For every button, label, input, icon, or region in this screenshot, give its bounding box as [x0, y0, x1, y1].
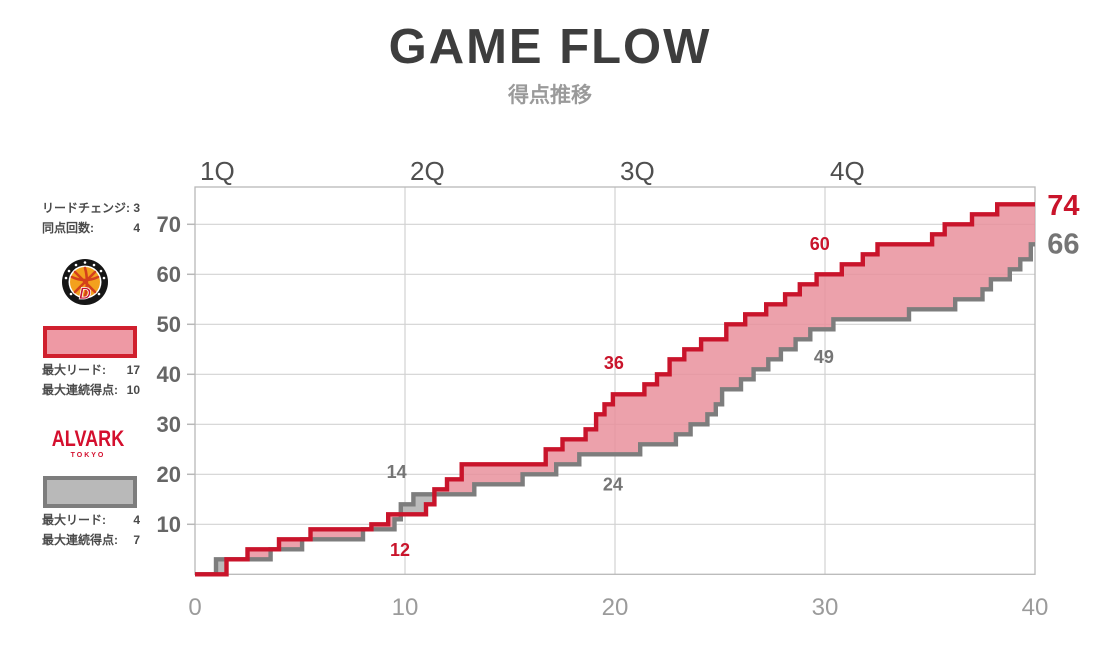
red-score-annotation: 74: [1047, 190, 1079, 222]
gray-lead-fill: [216, 559, 227, 575]
gray-max-run-row: 最大連続得点: 7: [42, 531, 140, 548]
red-score-annotation: 12: [390, 540, 410, 560]
logo-ball-seams: [70, 266, 100, 298]
y-axis-label: 60: [157, 262, 181, 287]
stats-panel: リードチェンジ: 3 同点回数: 4 D 最大リード: 17 最大連続得点: 1…: [0, 0, 190, 650]
red-max-run-value: 10: [126, 383, 140, 397]
alvark-team-logo: ALVARK TOKYO: [36, 426, 140, 460]
logo-ring-dots: [64, 261, 106, 296]
red-lead-fill: [279, 539, 303, 550]
red-max-run-row: 最大連続得点: 10: [42, 381, 140, 398]
lead-changes-row: リードチェンジ: 3: [42, 199, 140, 216]
y-axis-label: 50: [157, 312, 181, 337]
gray-team-legend-swatch: [43, 476, 137, 508]
red-team-legend-swatch: [43, 326, 137, 358]
x-axis-label: 20: [602, 594, 629, 621]
red-lead-fill: [434, 204, 1035, 495]
ties-value: 4: [133, 221, 140, 235]
quarter-label: 3Q: [620, 156, 655, 186]
gray-team-line: [195, 242, 1035, 577]
red-score-annotation: 60: [810, 234, 830, 254]
y-axis-label: 40: [157, 362, 181, 387]
gray-score-annotation: 14: [387, 462, 407, 482]
x-axis-label: 0: [188, 594, 201, 621]
plot-border: [194, 186, 1036, 575]
y-axis-label: 70: [157, 212, 181, 237]
y-axis-label: 30: [157, 412, 181, 437]
alvark-logo-subtext: TOKYO: [70, 452, 106, 459]
red-lead-fill: [247, 549, 271, 560]
page-title: GAME FLOW: [388, 20, 712, 74]
ties-label: 同点回数:: [42, 221, 94, 235]
alvark-logo-text: ALVARK: [51, 426, 125, 451]
red-max-lead-row: 最大リード: 17: [42, 361, 140, 378]
red-max-lead-label: 最大リード:: [42, 363, 106, 377]
gray-score-annotation: 24: [603, 474, 623, 494]
chart-header: GAME FLOW 得点推移: [0, 20, 1100, 109]
red-max-run-label: 最大連続得点:: [42, 383, 118, 397]
quarter-label: 1Q: [200, 156, 235, 186]
nagoya-team-logo-icon: D: [62, 259, 108, 305]
x-axis-label: 30: [812, 594, 839, 621]
gray-max-lead-value: 4: [133, 513, 140, 527]
logo-d-mark: D: [79, 284, 91, 303]
red-team-line: [195, 202, 1035, 577]
y-axis-label: 20: [157, 462, 181, 487]
red-score-annotation: 36: [604, 353, 624, 373]
y-axis-label: 10: [157, 512, 181, 537]
ties-row: 同点回数: 4: [42, 219, 140, 236]
gray-max-lead-label: 最大リード:: [42, 513, 106, 527]
quarter-label: 2Q: [410, 156, 445, 186]
x-axis-label: 40: [1022, 594, 1049, 621]
gray-score-annotation: 66: [1047, 228, 1079, 260]
page-subtitle: 得点推移: [508, 84, 592, 108]
red-lead-fill: [310, 529, 363, 540]
lead-changes-value: 3: [133, 201, 140, 215]
gray-max-run-value: 7: [133, 533, 140, 547]
red-max-lead-value: 17: [126, 363, 140, 377]
quarter-label: 4Q: [830, 156, 865, 186]
x-axis-label: 10: [392, 594, 419, 621]
gray-max-run-label: 最大連続得点:: [42, 533, 118, 547]
gray-score-annotation: 49: [814, 347, 834, 367]
gray-max-lead-row: 最大リード: 4: [42, 511, 140, 528]
lead-changes-label: リードチェンジ:: [42, 201, 130, 215]
